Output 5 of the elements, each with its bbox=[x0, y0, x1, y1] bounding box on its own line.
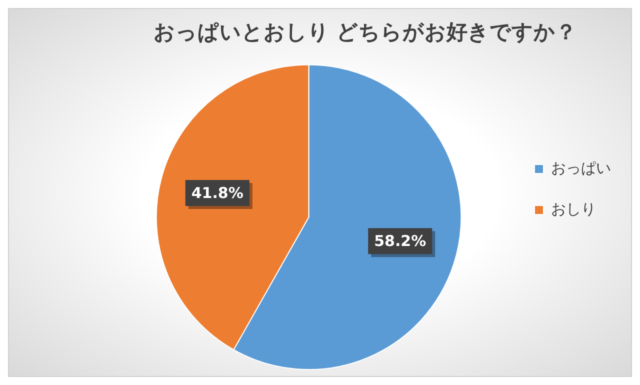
legend-label: おしり bbox=[551, 200, 596, 218]
chart-title: おっぱいとおしり どちらがお好きですか？ bbox=[153, 20, 577, 44]
legend-label: おっぱい bbox=[551, 158, 611, 177]
data-label: 58.2% bbox=[374, 232, 426, 250]
data-label: 41.8% bbox=[191, 184, 244, 202]
